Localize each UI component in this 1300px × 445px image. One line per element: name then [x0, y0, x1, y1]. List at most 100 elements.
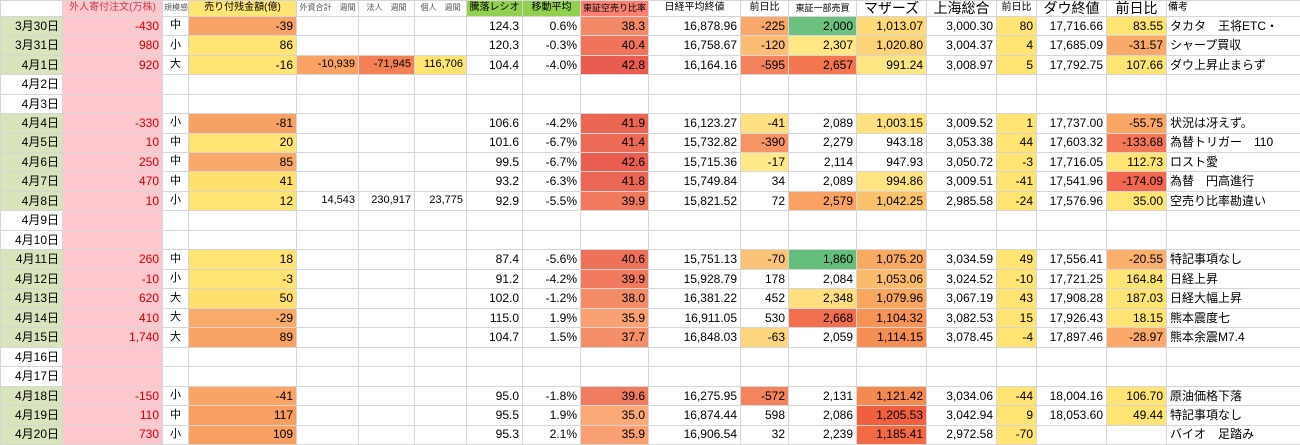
- cell-tse1-volume[interactable]: 2,089: [788, 113, 857, 134]
- cell-moving-average[interactable]: -4.2%: [522, 268, 581, 290]
- cell-nikkei-close[interactable]: [648, 366, 741, 387]
- row-date-cell[interactable]: 4月13日: [0, 288, 63, 309]
- column-header-notes[interactable]: 備考: [1166, 0, 1300, 17]
- cell-scale[interactable]: [162, 229, 189, 251]
- cell-individual-weekly[interactable]: [414, 385, 467, 407]
- cell-shanghai[interactable]: 3,004.37: [926, 35, 997, 56]
- cell-dow-close[interactable]: 18,004.16: [1036, 385, 1107, 407]
- column-header-foreign-weekly[interactable]: 外資合計 週間: [296, 0, 359, 17]
- cell-corporate-weekly[interactable]: [358, 229, 415, 251]
- cell-dow-change[interactable]: [1106, 210, 1167, 231]
- column-header-shanghai[interactable]: 上海総合: [926, 0, 997, 17]
- cell-scale[interactable]: 中: [162, 151, 189, 173]
- cell-adv-dec-ratio[interactable]: [466, 93, 523, 115]
- cell-shanghai-change[interactable]: -70: [996, 424, 1037, 445]
- cell-short-balance[interactable]: [188, 74, 297, 95]
- cell-moving-average[interactable]: -1.8%: [522, 385, 581, 407]
- cell-shanghai[interactable]: 3,078.45: [926, 327, 997, 348]
- cell-short-balance[interactable]: -39: [188, 15, 297, 37]
- cell-foreign-orders[interactable]: 10: [62, 132, 163, 153]
- cell-foreign-weekly[interactable]: 14,543: [296, 190, 359, 212]
- cell-nikkei-close[interactable]: [648, 74, 741, 95]
- cell-notes[interactable]: バイオ 足踏み: [1166, 424, 1300, 445]
- cell-tse1-volume[interactable]: 2,114: [788, 151, 857, 173]
- cell-individual-weekly[interactable]: [414, 35, 467, 56]
- cell-shanghai-change[interactable]: 5: [996, 54, 1037, 76]
- cell-adv-dec-ratio[interactable]: 95.5: [466, 405, 523, 426]
- cell-foreign-weekly[interactable]: [296, 74, 359, 95]
- cell-notes[interactable]: ロスト愛: [1166, 151, 1300, 173]
- cell-nikkei-change[interactable]: -41: [740, 113, 789, 134]
- cell-short-balance[interactable]: -81: [188, 113, 297, 134]
- cell-scale[interactable]: [162, 74, 189, 95]
- cell-notes[interactable]: 状況は冴えず。: [1166, 113, 1300, 134]
- cell-dow-change[interactable]: -20.55: [1106, 249, 1167, 270]
- cell-foreign-orders[interactable]: 620: [62, 288, 163, 309]
- cell-individual-weekly[interactable]: [414, 229, 467, 251]
- cell-mothers[interactable]: 1,075.20: [856, 249, 927, 270]
- column-header-individual-weekly[interactable]: 個人 週間: [414, 0, 467, 17]
- cell-short-balance[interactable]: 12: [188, 190, 297, 212]
- cell-individual-weekly[interactable]: [414, 210, 467, 231]
- cell-corporate-weekly[interactable]: [358, 15, 415, 37]
- cell-moving-average[interactable]: -4.0%: [522, 54, 581, 76]
- cell-short-sell-ratio[interactable]: [580, 93, 649, 115]
- cell-dow-close[interactable]: 17,908.28: [1036, 288, 1107, 309]
- cell-corporate-weekly[interactable]: [358, 268, 415, 290]
- cell-dow-close[interactable]: 17,897.46: [1036, 327, 1107, 348]
- cell-shanghai[interactable]: [926, 74, 997, 95]
- cell-tse1-volume[interactable]: 2,084: [788, 268, 857, 290]
- cell-tse1-volume[interactable]: 2,307: [788, 35, 857, 56]
- cell-mothers[interactable]: [856, 74, 927, 95]
- row-date-cell[interactable]: 4月1日: [0, 54, 63, 76]
- cell-shanghai-change[interactable]: [996, 366, 1037, 387]
- cell-dow-change[interactable]: 112.73: [1106, 151, 1167, 173]
- row-date-cell[interactable]: 4月11日: [0, 249, 63, 270]
- cell-corporate-weekly[interactable]: [358, 35, 415, 56]
- column-header-dow-close[interactable]: ダウ終値: [1036, 0, 1107, 17]
- cell-tse1-volume[interactable]: 2,059: [788, 327, 857, 348]
- cell-tse1-volume[interactable]: 1,860: [788, 249, 857, 270]
- cell-moving-average[interactable]: [522, 93, 581, 115]
- cell-foreign-weekly[interactable]: [296, 151, 359, 173]
- cell-individual-weekly[interactable]: 23,775: [414, 190, 467, 212]
- cell-short-balance[interactable]: 50: [188, 288, 297, 309]
- cell-individual-weekly[interactable]: [414, 132, 467, 153]
- cell-moving-average[interactable]: [522, 210, 581, 231]
- cell-nikkei-change[interactable]: [740, 93, 789, 115]
- cell-scale[interactable]: [162, 366, 189, 387]
- cell-mothers[interactable]: 1,013.07: [856, 15, 927, 37]
- cell-nikkei-change[interactable]: -225: [740, 15, 789, 37]
- cell-shanghai[interactable]: 2,972.58: [926, 424, 997, 445]
- cell-nikkei-change[interactable]: 32: [740, 424, 789, 445]
- cell-shanghai-change[interactable]: 43: [996, 288, 1037, 309]
- cell-notes[interactable]: 為替 円高進行: [1166, 171, 1300, 192]
- cell-foreign-orders[interactable]: [62, 93, 163, 115]
- cell-adv-dec-ratio[interactable]: 93.2: [466, 171, 523, 192]
- cell-short-balance[interactable]: 18: [188, 249, 297, 270]
- cell-short-sell-ratio[interactable]: 37.7: [580, 327, 649, 348]
- cell-dow-close[interactable]: 17,721.25: [1036, 268, 1107, 290]
- row-date-cell[interactable]: 4月10日: [0, 229, 63, 251]
- cell-nikkei-change[interactable]: -390: [740, 132, 789, 153]
- cell-shanghai[interactable]: 2,985.58: [926, 190, 997, 212]
- cell-tse1-volume[interactable]: [788, 229, 857, 251]
- cell-dow-change[interactable]: -31.57: [1106, 35, 1167, 56]
- cell-corporate-weekly[interactable]: [358, 307, 415, 329]
- cell-dow-close[interactable]: 17,541.96: [1036, 171, 1107, 192]
- cell-moving-average[interactable]: -4.2%: [522, 113, 581, 134]
- cell-foreign-orders[interactable]: [62, 229, 163, 251]
- cell-tse1-volume[interactable]: [788, 210, 857, 231]
- cell-individual-weekly[interactable]: [414, 268, 467, 290]
- cell-notes[interactable]: ダウ上昇止まらず: [1166, 54, 1300, 76]
- cell-corporate-weekly[interactable]: [358, 385, 415, 407]
- cell-notes[interactable]: タカタ 王将ETC・: [1166, 15, 1300, 37]
- cell-dow-change[interactable]: [1106, 93, 1167, 115]
- cell-tse1-volume[interactable]: [788, 74, 857, 95]
- cell-shanghai-change[interactable]: -41: [996, 171, 1037, 192]
- column-header-scale[interactable]: 規模感: [162, 0, 189, 17]
- cell-notes[interactable]: 為替トリガー 110: [1166, 132, 1300, 153]
- cell-nikkei-close[interactable]: 16,848.03: [648, 327, 741, 348]
- cell-individual-weekly[interactable]: [414, 151, 467, 173]
- cell-dow-close[interactable]: [1036, 346, 1107, 368]
